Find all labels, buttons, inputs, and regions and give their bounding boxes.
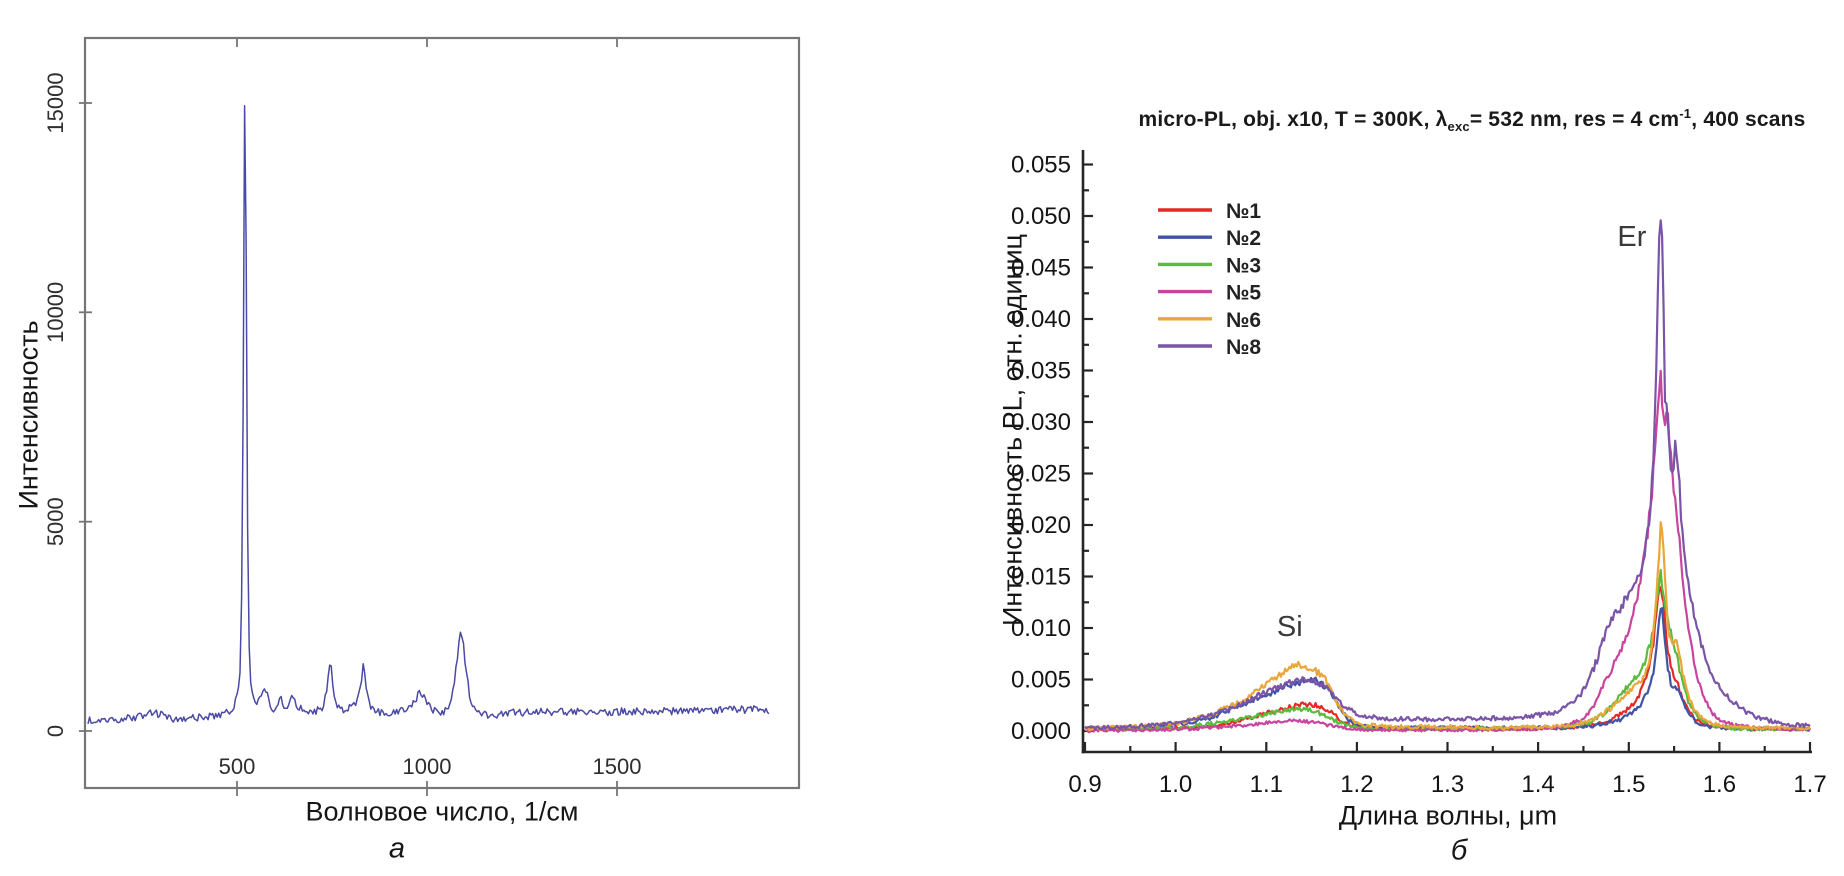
title-part-3: , 400 scans: [1691, 107, 1806, 131]
legend-label-№5: №5: [1226, 282, 1261, 305]
panel-b-y-tick-label: 0.035: [1011, 358, 1071, 385]
peak-annotation-Si: Si: [1277, 611, 1303, 643]
panel-b-y-tick-label: 0.055: [1011, 152, 1071, 179]
panel-b-y-axis-label: Интенсивность PL, отн. единиц: [997, 233, 1028, 627]
panel-a-y-tick-label: 15000: [43, 72, 68, 133]
panel-b-x-tick-label: 1.5: [1612, 771, 1645, 798]
panel-b-series-№1: [1084, 586, 1811, 732]
panel-b-x-tick-label: 1.4: [1521, 771, 1554, 798]
panel-b-y-tick-label: 0.040: [1011, 306, 1071, 333]
panel-b-y-tick-label: 0.005: [1011, 667, 1071, 694]
panel-a-series-spectrum: [87, 105, 770, 724]
panel-b-x-tick-label: 1.2: [1340, 771, 1373, 798]
panel-b-series-№8: [1084, 219, 1811, 731]
panel-a-x-tick-label: 500: [219, 754, 256, 779]
panel-b-x-tick-label: 1.3: [1431, 771, 1464, 798]
panel-b-caption: б: [1450, 834, 1468, 867]
panel-b-y-tick-label: 0.010: [1011, 615, 1071, 642]
panel-b-x-tick-label: 1.7: [1793, 771, 1826, 798]
panel-b-series-№3: [1084, 568, 1811, 732]
legend-label-№8: №8: [1226, 336, 1261, 359]
panel-a-plot-box: [83, 36, 801, 790]
panel-b-x-axis-label: Длина волны, μm: [1338, 800, 1558, 831]
panel-a-x-tick-label: 1500: [593, 754, 642, 779]
legend-label-№1: №1: [1226, 200, 1261, 223]
panel-b-x-tick-label: 1.6: [1703, 771, 1736, 798]
panel-a-caption: a: [388, 832, 406, 865]
title-subscript-exc: exc: [1447, 119, 1470, 135]
title-part-2: = 532 nm, res = 4 cm: [1469, 107, 1680, 131]
panel-b-series-№5: [1084, 369, 1811, 734]
legend-label-№3: №3: [1226, 254, 1261, 277]
panel-a-y-tick-label: 5000: [43, 497, 68, 546]
legend-label-№6: №6: [1226, 309, 1261, 332]
peak-annotation-Er: Er: [1617, 221, 1646, 253]
panel-b-series-№6: [1084, 521, 1811, 732]
panel-b-title: micro-PL, obj. x10, T = 300K, λexc= 532 …: [1138, 106, 1805, 134]
panel-b-x-tick-label: 1.1: [1250, 771, 1283, 798]
panel-b-y-tick-label: 0.050: [1011, 203, 1071, 230]
panel-a-y-tick-label: 10000: [43, 282, 68, 343]
panel-b-y-tick-label: 0.015: [1011, 564, 1071, 591]
panel-b-x-tick-label: 0.9: [1068, 771, 1101, 798]
panel-a-y-axis-label: Интенсивность: [13, 320, 44, 510]
title-part-1: micro-PL, obj. x10, T = 300K, λ: [1138, 107, 1448, 131]
panel-b-y-tick-label: 0.000: [1011, 718, 1071, 745]
title-superscript: -1: [1679, 105, 1692, 121]
panel-b-y-tick-label: 0.025: [1011, 461, 1071, 488]
panel-a-y-tick-label: 0: [43, 725, 68, 737]
panel-a-x-axis-label: Волновое число, 1/см: [305, 796, 579, 827]
panel-b-y-tick-label: 0.030: [1011, 409, 1071, 436]
panel-b-y-tick-label: 0.045: [1011, 255, 1071, 282]
panel-b-x-tick-label: 1.0: [1159, 771, 1192, 798]
panel-b-series-№2: [1084, 607, 1811, 732]
panel-b-y-tick-label: 0.020: [1011, 512, 1071, 539]
legend-label-№2: №2: [1226, 227, 1261, 250]
panel-a-x-tick-label: 1000: [403, 754, 452, 779]
